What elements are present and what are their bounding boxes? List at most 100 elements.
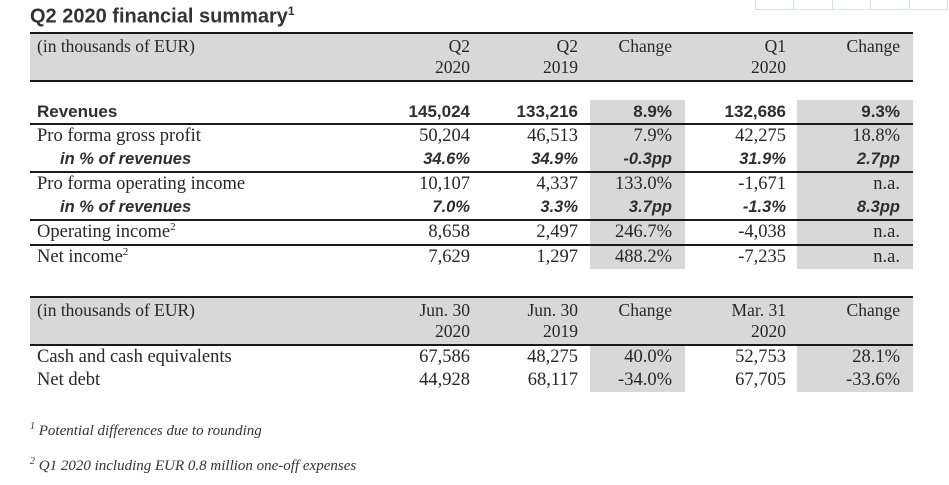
column-spacer	[578, 125, 590, 148]
cell-change-1: 40.0%	[590, 346, 685, 369]
cell-change-2: n.a.	[797, 221, 913, 244]
cell-change-2: n.a.	[797, 246, 913, 269]
cell-change-2: 18.8%	[797, 125, 913, 148]
column-spacer	[786, 196, 797, 219]
cell-value-3: 31.9%	[739, 150, 786, 168]
footnote-marker: 1	[30, 421, 35, 432]
cropped-table-cell	[908, 0, 949, 9]
footnote-2: 2 Q1 2020 including EUR 0.8 million one-…	[30, 453, 356, 475]
row-label: Cash and cash equivalents	[37, 347, 232, 367]
column-spacer	[578, 36, 590, 78]
footnote-text: Potential differences due to rounding	[38, 423, 262, 439]
column-spacer	[578, 173, 590, 196]
cell-value-2: 4,337	[536, 174, 578, 194]
cell-change-1: 133.0%	[590, 173, 685, 196]
cell-value-2: 48,275	[527, 347, 578, 367]
cell-change-1: 488.2%	[590, 246, 685, 269]
row-label: Pro forma gross profit	[37, 126, 201, 146]
column-spacer	[578, 346, 590, 369]
footnote-text: Q1 2020 including EUR 0.8 million one-of…	[38, 458, 357, 474]
cell-change-2: 2.7pp	[797, 148, 913, 171]
cell-value-1: 67,586	[419, 347, 470, 367]
cropped-table-cell	[793, 0, 831, 9]
cell-value-3: -4,038	[738, 222, 786, 242]
table-row: in % of revenues 34.6% 34.9% -0.3pp 31.9% 2.7…	[30, 148, 913, 173]
column-spacer	[786, 100, 797, 123]
footnote-marker: 2	[30, 456, 35, 467]
column-header-q1-2020: Q1 2020	[751, 36, 786, 77]
row-label: Net debt	[37, 370, 101, 390]
column-spacer	[786, 369, 797, 392]
column-spacer	[578, 246, 590, 269]
table-header-row: (in thousands of EUR) Q2 2020 Q2 2019 Ch…	[30, 32, 913, 82]
column-spacer	[578, 196, 590, 219]
column-header-jun30-2020: Jun. 30 2020	[419, 300, 470, 341]
cell-change-2: 28.1%	[797, 346, 913, 369]
column-spacer	[786, 221, 797, 244]
table-header-row: (in thousands of EUR) Jun. 30 2020 Jun. …	[30, 296, 913, 346]
cropped-table-edge	[755, 0, 949, 10]
cell-value-1: 7,629	[428, 247, 470, 267]
column-header-jun30-2019: Jun. 30 2019	[527, 300, 578, 341]
cell-change-1: 246.7%	[590, 221, 685, 244]
page-title-text: Q2 2020 financial summary	[30, 5, 288, 28]
cell-value-2: 68,117	[527, 370, 578, 390]
cell-value-3: 67,705	[735, 370, 786, 390]
header-body-gap	[30, 82, 913, 100]
quarterly-summary-table: (in thousands of EUR) Q2 2020 Q2 2019 Ch…	[30, 32, 913, 269]
cell-value-1: 44,928	[419, 370, 470, 390]
row-label: Operating income2	[37, 220, 176, 242]
cell-value-2: 1,297	[536, 247, 578, 267]
column-header-change-yoy: Change	[618, 36, 672, 56]
page-title-footnote-marker: 1	[287, 4, 295, 18]
cell-value-2: 46,513	[527, 126, 578, 146]
cell-change-1: -0.3pp	[590, 148, 685, 171]
page-title: Q2 2020 financial summary1	[30, 4, 295, 29]
cropped-table-cell	[870, 0, 908, 9]
column-spacer	[578, 100, 590, 123]
footnotes: 1 Potential differences due to rounding …	[30, 418, 356, 485]
table-row: in % of revenues 7.0% 3.3% 3.7pp -1.3% 8.3pp	[30, 196, 913, 221]
column-header-change-qoq: Change	[846, 300, 900, 320]
cell-change-2: 8.3pp	[797, 196, 913, 219]
table-row: Pro forma operating income 10,107 4,337 133…	[30, 173, 913, 196]
cell-change-1: -34.0%	[590, 369, 685, 392]
cell-value-2: 133,216	[516, 102, 578, 121]
column-spacer	[786, 36, 797, 78]
cell-change-2: -33.6%	[797, 369, 913, 392]
column-header-change-qoq: Change	[846, 36, 900, 56]
cell-value-3: 42,275	[735, 126, 786, 146]
table-row: Net income2 7,629 1,297 488.2% -7,235 n.a.	[30, 246, 913, 269]
row-label: in % of revenues	[60, 150, 192, 168]
table-row: Cash and cash equivalents 67,586 48,275 40.…	[30, 346, 913, 369]
column-spacer	[786, 173, 797, 196]
unit-label: (in thousands of EUR)	[37, 300, 195, 320]
footnote-marker: 2	[170, 220, 176, 233]
cell-value-3: -7,235	[738, 247, 786, 267]
table-row: Pro forma gross profit 50,204 46,513 7.9% 42…	[30, 125, 913, 148]
column-spacer	[578, 369, 590, 392]
cell-value-2: 3.3%	[540, 198, 578, 216]
column-spacer	[786, 148, 797, 171]
column-spacer	[578, 300, 590, 342]
cell-change-1: 7.9%	[590, 125, 685, 148]
row-label: Revenues	[37, 102, 118, 121]
column-spacer	[786, 346, 797, 369]
balance-snapshot-table: (in thousands of EUR) Jun. 30 2020 Jun. …	[30, 296, 913, 392]
column-spacer	[786, 246, 797, 269]
column-header-q2-2019: Q2 2019	[543, 36, 578, 77]
cell-value-3: 52,753	[735, 347, 786, 367]
cell-value-2: 2,497	[536, 222, 578, 242]
unit-label: (in thousands of EUR)	[37, 36, 195, 56]
table-row: Revenues 145,024 133,216 8.9% 132,686 9.3%	[30, 100, 913, 125]
column-spacer	[578, 148, 590, 171]
cell-value-1: 145,024	[408, 102, 470, 121]
cell-change-2: 9.3%	[797, 100, 913, 123]
cropped-table-cell	[831, 0, 870, 9]
cell-value-1: 10,107	[419, 174, 470, 194]
column-spacer	[786, 125, 797, 148]
cell-value-2: 34.9%	[531, 150, 578, 168]
table-body: Cash and cash equivalents 67,586 48,275 40.…	[30, 346, 913, 392]
cell-value-1: 50,204	[419, 126, 470, 146]
row-label: Net income2	[37, 245, 129, 267]
